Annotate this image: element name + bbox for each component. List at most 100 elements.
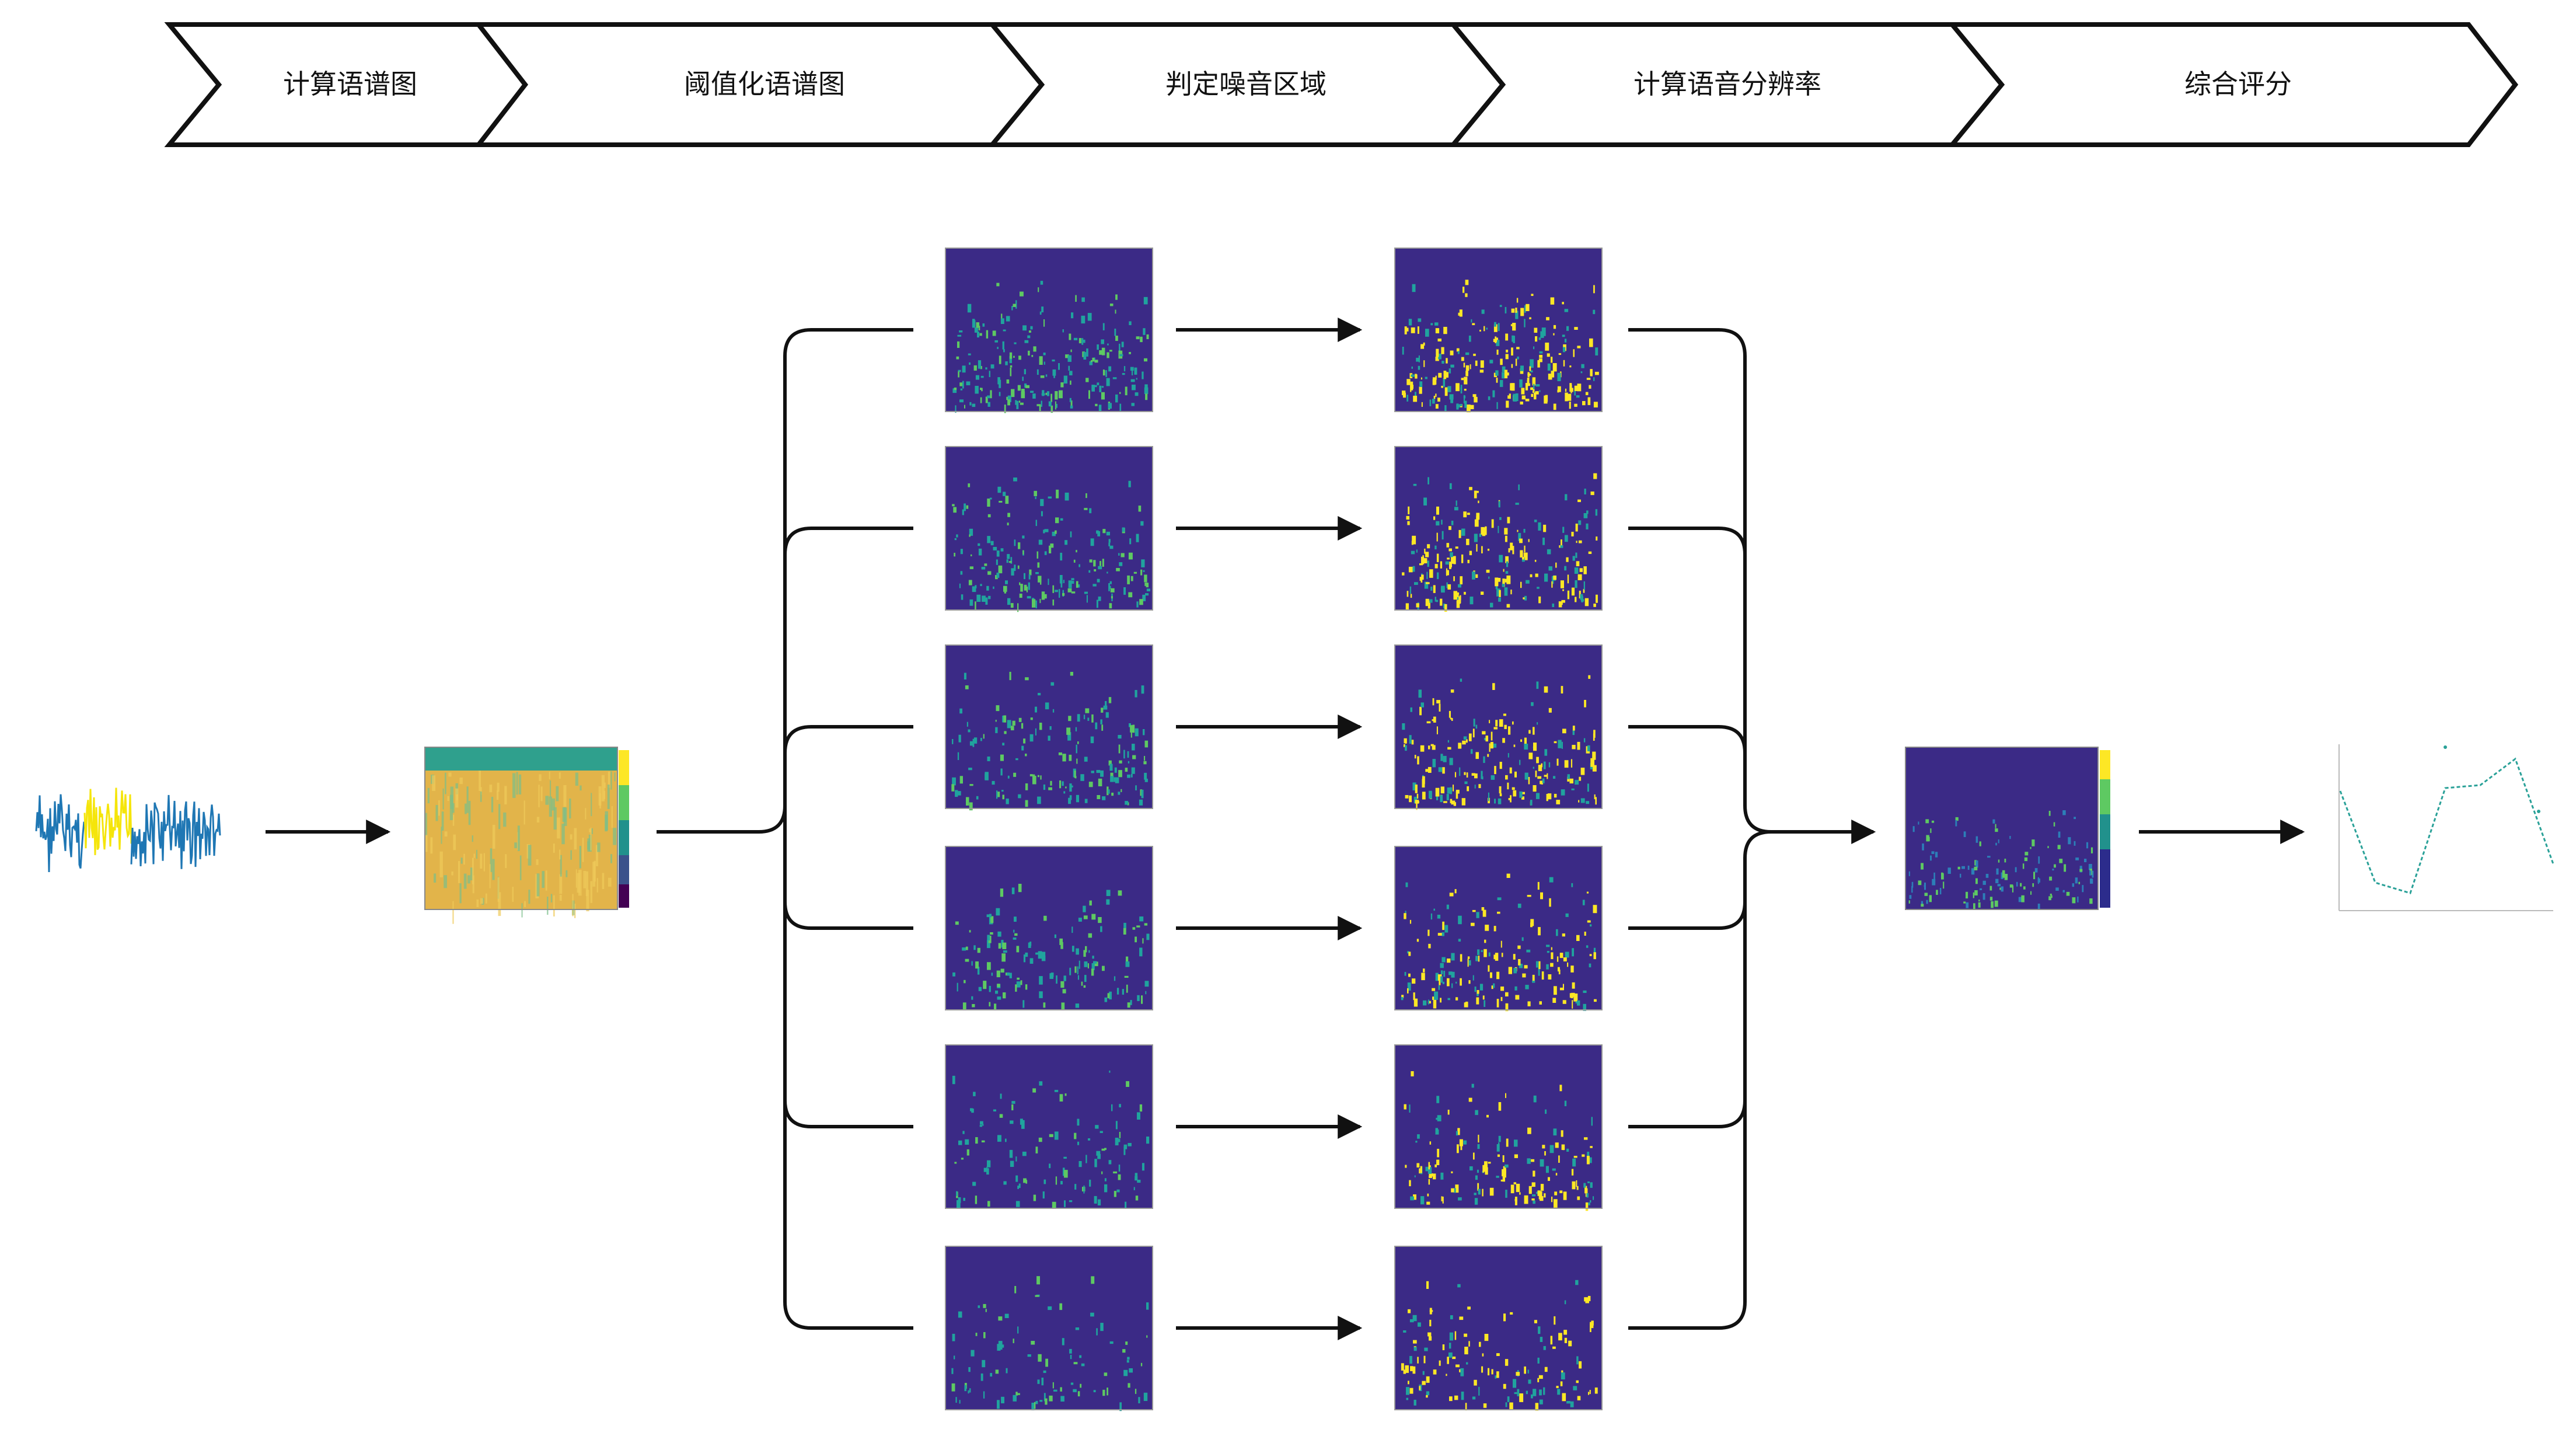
thresholded-spectrogram-thumbnail-mark: [1013, 1395, 1017, 1402]
thresholded-spectrogram-thumbnail-mark: [1036, 551, 1039, 559]
noise-region-thumbnail-mark: [1435, 787, 1440, 797]
noise-region-thumbnail-mark: [1512, 335, 1514, 342]
noise-region-thumbnail-mark: [1539, 354, 1543, 358]
thresholded-spectrogram-thumbnail-mark: [967, 304, 972, 313]
noise-region-thumbnail-mark: [1495, 953, 1499, 961]
noise-region-thumbnail-mark: [1500, 996, 1503, 1001]
noise-region-thumbnail-mark: [1513, 744, 1516, 747]
resolution-texture-mark: [1985, 874, 1989, 878]
noise-region-thumbnail-mark: [1523, 529, 1526, 533]
noise-region-thumbnail-mark: [1518, 533, 1521, 541]
thresholded-spectrogram-thumbnail-mark: [1139, 799, 1143, 806]
noise-region-thumbnail-mark: [1526, 580, 1530, 584]
spectrogram-texture-mark: [512, 773, 516, 798]
noise-region-thumbnail-mark: [1425, 329, 1429, 337]
thresholded-spectrogram-thumbnail-mark: [1127, 575, 1130, 584]
noise-region-thumbnail-mark: [1448, 548, 1452, 552]
noise-region-thumbnail-mark: [1456, 600, 1460, 608]
noise-region-thumbnail-mark: [1586, 1156, 1590, 1165]
noise-region-thumbnail-mark: [1553, 333, 1555, 336]
noise-region-thumbnail-mark: [1447, 787, 1451, 794]
spectrogram-texture-mark: [498, 892, 501, 916]
spectrogram-texture-mark: [492, 859, 495, 880]
thresholded-spectrogram-thumbnail-mark: [1002, 794, 1004, 800]
noise-region-thumbnail-mark: [1498, 798, 1502, 804]
spectrogram-texture-mark: [575, 772, 578, 786]
spectrogram-texture-mark: [585, 871, 588, 897]
noise-region-thumbnail-mark: [1475, 724, 1478, 729]
thresholded-spectrogram-thumbnail-mark: [1023, 954, 1026, 963]
noise-region-thumbnail-mark: [1541, 327, 1546, 336]
resolution-texture-mark: [2024, 857, 2028, 862]
thresholded-spectrogram-thumbnail-mark: [993, 586, 994, 589]
thresholded-spectrogram-thumbnail-mark: [1003, 492, 1006, 496]
thresholded-spectrogram-thumbnail-mark: [1083, 352, 1087, 360]
noise-region-thumbnail-mark: [1562, 334, 1565, 337]
noise-region-thumbnail-mark: [1418, 689, 1422, 698]
thresholded-spectrogram-thumbnail-mark: [954, 1162, 957, 1164]
noise-region-thumbnail-mark: [1458, 1197, 1462, 1201]
noise-region-thumbnail-mark: [1544, 775, 1548, 777]
noise-region-thumbnail-mark: [1440, 963, 1444, 968]
noise-region-thumbnail-mark: [1436, 348, 1439, 357]
thresholded-spectrogram-thumbnail-mark: [1038, 1354, 1042, 1362]
thresholded-spectrogram-thumbnail-mark: [1123, 750, 1125, 759]
thresholded-spectrogram-thumbnail-mark: [1015, 1201, 1020, 1207]
noise-region-thumbnail-mark: [1482, 995, 1485, 1000]
noise-region-thumbnail-mark: [1425, 769, 1429, 772]
thresholded-spectrogram-thumbnail-mark: [1094, 1196, 1097, 1204]
noise-region-thumbnail-mark: [1540, 780, 1542, 785]
noise-region-thumbnail-mark: [1459, 309, 1462, 317]
noise-region-thumbnail-mark: [1571, 1169, 1574, 1176]
noise-region-thumbnail-mark: [1565, 951, 1569, 958]
noise-region-thumbnail-mark: [1447, 959, 1451, 963]
noise-region-thumbnail-mark: [1574, 385, 1579, 391]
noise-region-thumbnail-mark: [1571, 587, 1575, 596]
thresholded-spectrogram-thumbnail-mark: [1063, 975, 1066, 981]
noise-region-thumbnail-mark: [1528, 539, 1530, 542]
thresholded-spectrogram-thumbnail-mark: [996, 550, 1000, 557]
noise-region-thumbnail-mark: [1537, 587, 1540, 589]
thresholded-spectrogram-thumbnail-mark: [1043, 915, 1047, 921]
thresholded-spectrogram-thumbnail-mark: [1107, 786, 1109, 796]
noise-region-thumbnail-mark: [1420, 702, 1424, 707]
noise-region-thumbnail-mark: [1454, 507, 1458, 511]
noise-region-thumbnail-mark: [1433, 396, 1436, 399]
spectrogram-texture-mark: [605, 814, 608, 832]
thresholded-spectrogram-thumbnail-mark: [1067, 588, 1072, 592]
noise-region-thumbnail-mark: [1584, 700, 1586, 707]
noise-region-thumbnail-mark: [1528, 1379, 1531, 1384]
thresholded-spectrogram-thumbnail-mark: [959, 1400, 961, 1404]
noise-region-thumbnail-mark: [1499, 305, 1502, 307]
thresholded-spectrogram-thumbnail-mark: [975, 585, 977, 588]
resolution-texture-mark: [1941, 873, 1944, 880]
resolution-texture-mark: [2062, 810, 2066, 815]
noise-region-thumbnail-mark: [1409, 1104, 1411, 1113]
thresholded-spectrogram-thumbnail-mark: [1020, 402, 1024, 405]
thresholded-spectrogram-thumbnail-mark: [1029, 569, 1032, 576]
noise-region-thumbnail-mark: [1446, 582, 1448, 588]
thresholded-spectrogram-thumbnail-mark: [1107, 352, 1109, 358]
thresholded-spectrogram-thumbnail-mark: [1025, 385, 1029, 388]
thresholded-spectrogram-thumbnail-mark: [1060, 1181, 1063, 1184]
thresholded-spectrogram-thumbnail-mark: [1018, 400, 1021, 403]
noise-region-thumbnail-mark: [1488, 965, 1490, 972]
thresholded-spectrogram-thumbnail-mark: [1088, 570, 1091, 573]
noise-region-thumbnail-mark: [1441, 520, 1443, 525]
thresholded-spectrogram-thumbnail-mark: [1010, 1120, 1014, 1124]
thresholded-spectrogram-thumbnail-mark: [1050, 973, 1054, 977]
thresholded-spectrogram-thumbnail-mark: [1007, 399, 1010, 406]
thresholded-spectrogram-thumbnail-mark: [1083, 985, 1086, 988]
noise-region-thumbnail-mark: [1502, 738, 1505, 743]
noise-region-thumbnail-mark: [1440, 754, 1443, 761]
noise-region-thumbnail-mark: [1412, 535, 1416, 545]
thresholded-spectrogram-thumbnail-mark: [1093, 1390, 1096, 1392]
noise-region-thumbnail-mark: [1436, 1096, 1440, 1103]
thresholded-spectrogram-thumbnail-mark: [1027, 1354, 1031, 1357]
thresholded-spectrogram-thumbnail-mark: [1102, 796, 1106, 800]
thresholded-spectrogram-thumbnail-mark: [1038, 287, 1039, 292]
thresholded-spectrogram-thumbnail-mark: [1003, 950, 1007, 953]
thresholded-spectrogram-thumbnail-mark: [1001, 790, 1004, 792]
noise-region-thumbnail-mark: [1521, 557, 1525, 562]
resolution-texture-mark: [1930, 855, 1932, 861]
